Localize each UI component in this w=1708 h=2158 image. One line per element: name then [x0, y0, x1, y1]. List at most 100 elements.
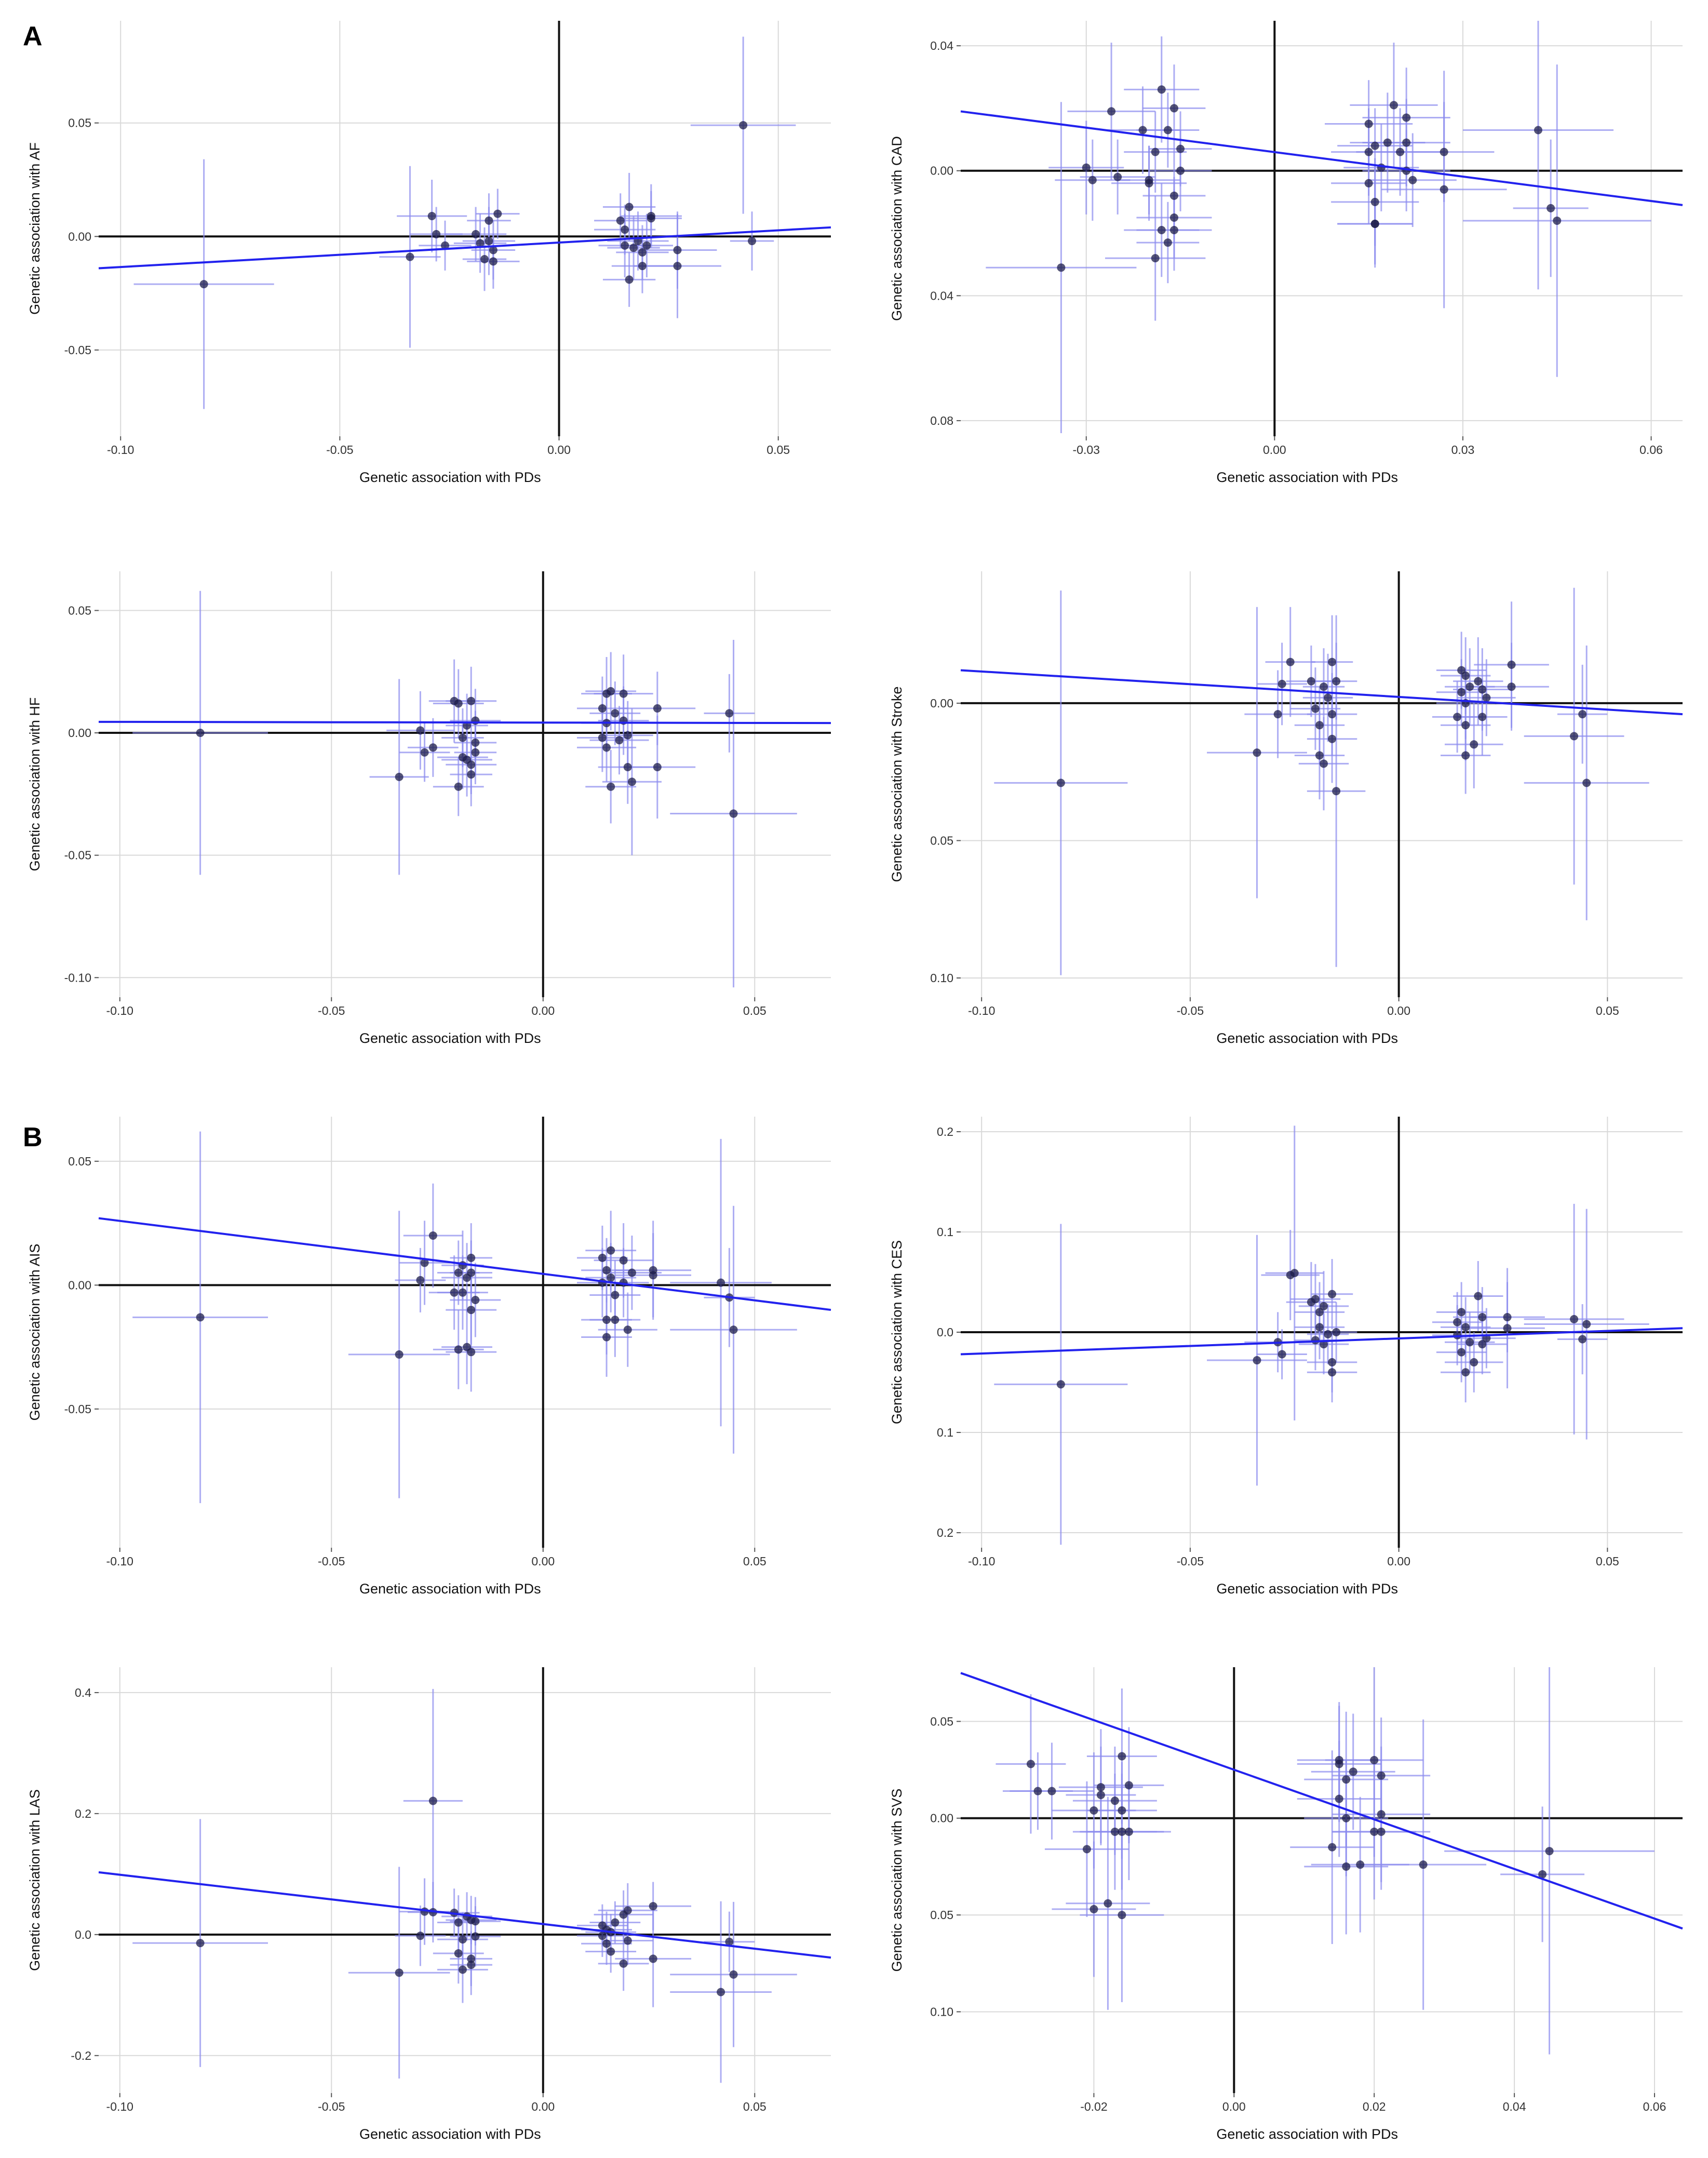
data-point — [607, 1246, 615, 1255]
data-point — [1457, 1308, 1466, 1317]
x-tick-label: -0.10 — [107, 443, 134, 457]
y-tick-label: 0.0 — [937, 1325, 953, 1339]
data-point — [1383, 138, 1392, 147]
data-point — [625, 275, 634, 284]
y-tick-label: 0.05 — [68, 604, 91, 617]
y-tick-label: -0.05 — [64, 849, 91, 862]
plot-svs: -0.02 0.00 0.02 0.04 0.06 0.05 0.00 0.05 0.10 Gen… — [883, 1662, 1693, 2150]
y-tick-label: 0.4 — [75, 1686, 91, 1699]
data-point — [416, 726, 425, 735]
chart-svg: -0.10 -0.05 0.00 0.05 0.05 0.00 -0.05 -0.10 Gene… — [27, 571, 831, 1046]
data-point — [1478, 713, 1487, 721]
data-point — [673, 246, 682, 254]
data-point — [623, 1906, 632, 1915]
data-point — [1324, 693, 1333, 702]
data-point — [485, 237, 493, 246]
data-point — [611, 1291, 620, 1299]
data-point — [1311, 1336, 1320, 1345]
data-point — [1145, 179, 1153, 187]
data-point — [493, 209, 502, 218]
data-point — [1090, 1806, 1098, 1815]
data-point — [1545, 1847, 1554, 1856]
data-point — [1396, 148, 1405, 156]
chart-svg: -0.10 -0.05 0.00 0.05 0.4 0.2 0.0 -0.2 Genetic a… — [27, 1667, 831, 2142]
data-point — [598, 733, 607, 742]
x-tick-label: -0.05 — [326, 443, 353, 457]
data-points — [199, 121, 757, 289]
data-point — [1335, 1794, 1343, 1803]
data-point — [1169, 104, 1178, 113]
data-point — [458, 1965, 467, 1974]
data-point — [428, 743, 437, 752]
error-bars — [132, 591, 797, 988]
data-point — [649, 1954, 657, 1963]
data-point — [1461, 721, 1470, 730]
data-point — [1311, 704, 1320, 713]
data-point — [1470, 740, 1478, 749]
x-tick-label: -0.05 — [318, 1004, 345, 1017]
error-bars — [133, 36, 796, 409]
x-tick-label: -0.10 — [106, 1554, 133, 1568]
regression-line — [960, 1327, 1683, 1356]
regression-line — [98, 1217, 831, 1311]
data-point — [1478, 685, 1487, 694]
data-point — [1507, 660, 1516, 669]
data-point — [598, 1932, 607, 1940]
data-point — [471, 748, 480, 757]
plot-hf: -0.10 -0.05 0.00 0.05 0.05 0.00 -0.05 -0.10 Gene… — [21, 566, 841, 1054]
x-tick-label: -0.05 — [318, 2100, 345, 2113]
data-point — [450, 1288, 459, 1297]
y-tick-label: 0.00 — [930, 696, 953, 710]
data-point — [196, 729, 205, 738]
data-point — [1342, 1814, 1351, 1822]
data-point — [1110, 1827, 1119, 1836]
data-point — [1320, 682, 1328, 691]
panel-label-b: B — [23, 1122, 43, 1152]
data-point — [1546, 204, 1555, 212]
data-point — [1057, 263, 1066, 272]
data-point — [428, 1797, 437, 1805]
error-bars — [994, 1125, 1649, 1545]
data-point — [1090, 1905, 1098, 1913]
data-point — [607, 782, 615, 791]
y-axis-title: Genetic association with Stroke — [889, 687, 905, 882]
x-tick-label: -0.05 — [1177, 1004, 1204, 1017]
y-axis-title: Genetic association with CES — [889, 1240, 905, 1424]
x-tick-label: -0.10 — [968, 1554, 995, 1568]
grid-lines — [99, 571, 831, 997]
data-point — [607, 1274, 615, 1282]
data-point — [1470, 1358, 1478, 1366]
plot-ces: -0.10 -0.05 0.00 0.05 0.2 0.1 0.0 0.1 0.2 Genetic… — [883, 1111, 1693, 1605]
data-point — [1328, 734, 1337, 743]
regression-line — [960, 669, 1683, 716]
data-point — [1582, 1320, 1591, 1329]
data-point — [647, 211, 655, 220]
data-point — [1461, 672, 1470, 680]
data-point — [1482, 693, 1491, 702]
data-point — [748, 237, 757, 246]
data-point — [1377, 1827, 1386, 1836]
data-point — [717, 1988, 725, 1996]
data-point — [1290, 1269, 1299, 1278]
data-point — [1370, 1755, 1379, 1764]
data-point — [458, 733, 467, 742]
y-tick-label: -0.05 — [64, 1402, 91, 1416]
y-tick-label: 0.00 — [930, 1812, 953, 1825]
data-point — [1176, 166, 1185, 175]
data-point — [454, 699, 463, 708]
data-point — [1118, 1752, 1126, 1761]
data-point — [729, 1325, 738, 1334]
data-point — [485, 216, 493, 225]
y-axis-title: Genetic association with SVS — [889, 1789, 905, 1972]
y-tick-label: 0.04 — [930, 39, 953, 52]
data-point — [1110, 1797, 1119, 1805]
data-point — [416, 1276, 425, 1284]
chart-svg: -0.03 0.00 0.03 0.06 0.04 0.00 0.04 0.08 Genetic… — [889, 21, 1683, 485]
data-point — [395, 772, 404, 781]
data-point — [1033, 1787, 1042, 1795]
data-point — [416, 1932, 425, 1940]
data-point — [196, 1313, 205, 1322]
data-point — [1570, 732, 1579, 741]
x-tick-label: 0.06 — [1643, 2100, 1666, 2113]
data-point — [1332, 1328, 1341, 1336]
